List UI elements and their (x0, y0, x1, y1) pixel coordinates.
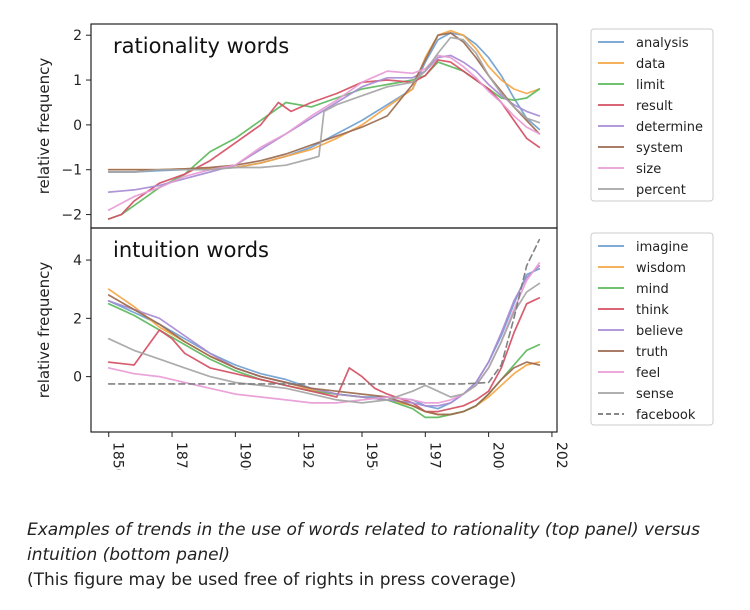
legend: imagine wisdom mind think believe truth feel se… (590, 232, 714, 426)
y-tick-label: 0 (73, 118, 82, 134)
legend-label-determine: determine (636, 120, 703, 135)
panel-top: −2 −1 0 1 2 relative frequency rationality wor… (35, 23, 714, 229)
series-line-determine (107, 54, 541, 193)
legend-label-percent: percent (636, 183, 686, 198)
y-tick-label: −1 (61, 163, 82, 179)
x-tick-label: 1975 (426, 442, 442, 470)
x-tick-label: 2000 (490, 442, 506, 470)
legend-label-wisdom: wisdom (636, 261, 686, 276)
legend-label-data: data (636, 57, 665, 72)
x-tick-label: 2025 (553, 442, 569, 470)
legend-label-think: think (636, 303, 669, 318)
series-group (107, 238, 541, 419)
y-tick-label: 2 (73, 311, 82, 327)
x-tick-label: 1900 (236, 442, 252, 470)
legend-label-size: size (636, 162, 661, 177)
legend-label-feel: feel (636, 366, 660, 381)
legend-label-truth: truth (636, 345, 668, 360)
panel-bottom: 0 2 4 relative frequency intuition words 1850… (35, 227, 714, 470)
y-tick-label: 0 (73, 370, 82, 386)
y-tick-label: 1 (73, 73, 82, 89)
legend-box (590, 232, 714, 426)
series-line-think (107, 297, 541, 413)
series-line-facebook (107, 238, 541, 385)
rights-note: (This figure may be used free of rights … (27, 570, 517, 590)
series-line-wisdom (107, 288, 541, 416)
legend-label-sense: sense (636, 387, 674, 402)
y-tick-label: 2 (73, 28, 82, 44)
x-tick-label: 1875 (173, 442, 189, 470)
panel-title: rationality words (113, 34, 289, 58)
x-tick-label: 1850 (110, 442, 126, 470)
legend-label-believe: believe (636, 324, 683, 339)
legend-label-imagine: imagine (636, 240, 688, 255)
y-axis-label: relative frequency (35, 58, 53, 195)
figure: −2 −1 0 1 2 relative frequency rationality wor… (35, 23, 714, 470)
legend-box (590, 28, 714, 202)
plot-frame (90, 227, 558, 433)
series-group (107, 29, 541, 220)
series-line-percent (107, 36, 541, 173)
figure-caption: Examples of trends in the use of words r… (27, 520, 701, 565)
legend-label-limit: limit (636, 78, 665, 93)
legend-label-analysis: analysis (636, 36, 689, 51)
series-line-size (107, 54, 541, 211)
legend-label-result: result (636, 99, 673, 114)
legend: analysis data limit result determine system si… (590, 28, 714, 202)
y-axis-label: relative frequency (35, 262, 53, 399)
y-tick-label: 4 (73, 253, 82, 269)
panel-title: intuition words (113, 238, 269, 262)
x-tick-label: 1925 (300, 442, 316, 470)
legend-label-mind: mind (636, 282, 669, 297)
legend-label-system: system (636, 141, 683, 156)
series-line-sense (107, 282, 541, 404)
y-tick-label: −2 (61, 208, 82, 224)
legend-label-facebook: facebook (636, 408, 696, 423)
x-tick-label: 1950 (363, 442, 379, 470)
series-line-result (107, 59, 541, 220)
